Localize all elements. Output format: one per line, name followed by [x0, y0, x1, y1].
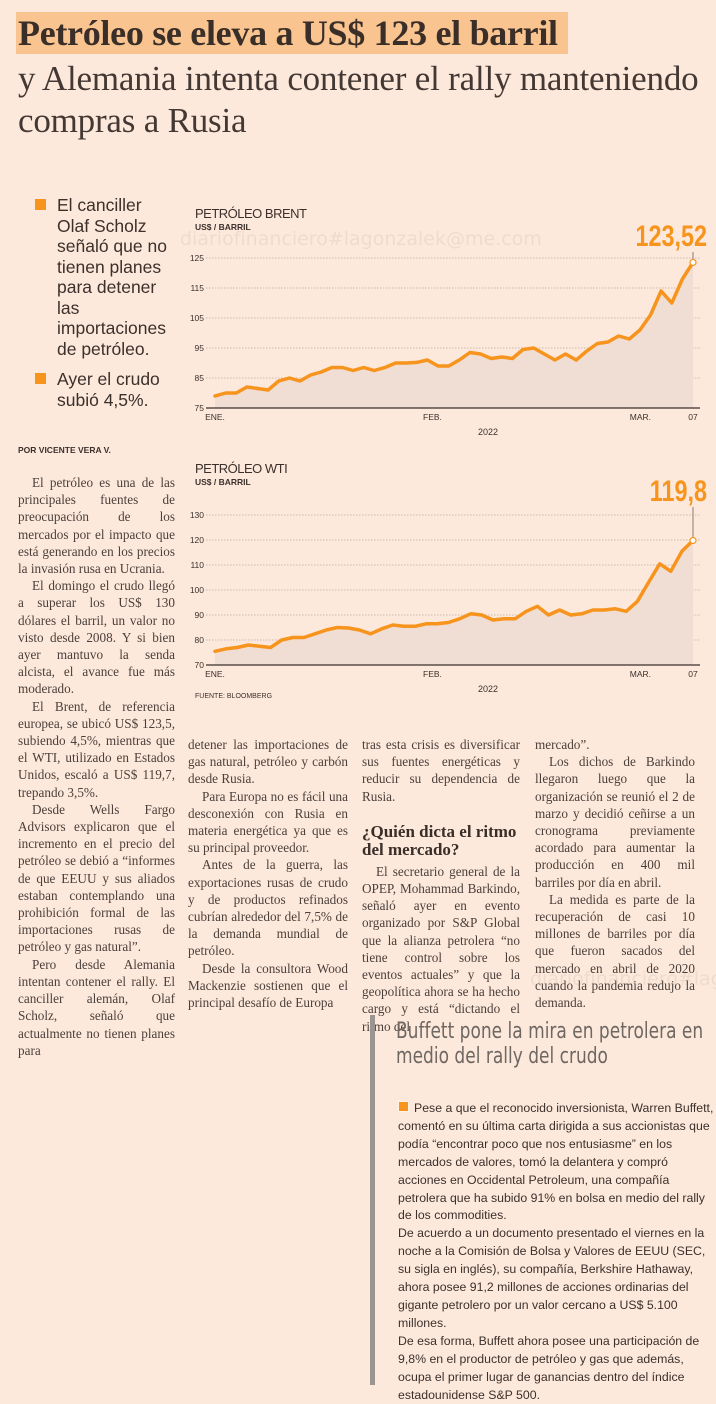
x-tick-label: ENE. [205, 669, 225, 679]
y-tick-label: 70 [195, 660, 205, 670]
paragraph: Desde la consultora Wood Mackenzie sosti… [188, 960, 348, 1012]
paragraph: detener las importaciones de gas natural… [188, 736, 348, 788]
y-tick-label: 110 [190, 560, 204, 570]
paragraph: Pese a que el reconocido inversionista, … [398, 1100, 714, 1225]
chart-unit-label: US$ / BARRIL [195, 222, 251, 232]
headline-subtitle: y Alemania intenta contener el rally man… [18, 58, 708, 142]
last-value-label: 123,52 [635, 219, 707, 252]
x-tick-label: FEB. [423, 412, 442, 422]
chart-source: FUENTE: BLOOMBERG [195, 693, 272, 700]
sidebar-body: Pese a que el reconocido inversionista, … [398, 1100, 714, 1404]
x-axis-title: 2022 [478, 427, 498, 437]
y-tick-label: 115 [190, 283, 204, 293]
paragraph: De acuerdo a un documento presentado el … [398, 1225, 714, 1332]
paragraph: mercado”. [535, 736, 695, 753]
paragraph: El petróleo es una de las principales fu… [18, 474, 175, 577]
y-tick-label: 80 [195, 635, 205, 645]
last-value-marker [690, 538, 696, 544]
article-column-1: El petróleo es una de las principales fu… [18, 474, 175, 1059]
highlight-item: El canciller Olaf Scholz señaló que no t… [35, 195, 175, 359]
chart-title: PETRÓLEO BRENT [195, 206, 307, 221]
article-column-2: detener las importaciones de gas natural… [188, 736, 348, 1011]
paragraph: Pero desde Alemania intentan contener el… [18, 956, 175, 1059]
article-column-3: tras esta crisis es diversificar sus fue… [362, 736, 520, 1035]
sidebar-rule [370, 1015, 375, 1385]
last-value-label: 119,8 [650, 474, 707, 507]
y-tick-label: 95 [195, 343, 205, 353]
highlight-text: El canciller Olaf Scholz señaló que no t… [57, 195, 167, 359]
y-tick-label: 100 [190, 585, 204, 595]
x-tick-label: FEB. [423, 669, 442, 679]
article-column-4: mercado”. Los dichos de Barkindo llegaro… [535, 736, 695, 1011]
byline: POR VICENTE VERA V. [18, 445, 111, 455]
bullet-square-icon [398, 1101, 409, 1112]
paragraph: El secretario general de la OPEP, Mohamm… [362, 863, 520, 1035]
x-tick-label: 07 [688, 669, 698, 679]
paragraph: Desde Wells Fargo Advisors explicaron qu… [18, 801, 175, 956]
paragraph-text: Pese a que el reconocido inversionista, … [398, 1101, 713, 1222]
paragraph: De esa forma, Buffett ahora posee una pa… [398, 1333, 714, 1404]
highlight-item: Ayer el crudo subió 4,5%. [35, 369, 175, 410]
bullet-square-icon [35, 199, 46, 210]
y-tick-label: 75 [195, 403, 205, 413]
paragraph: tras esta crisis es diversificar sus fue… [362, 736, 520, 805]
highlight-text: Ayer el crudo subió 4,5%. [57, 369, 160, 410]
paragraph: Los dichos de Barkindo llegaron luego qu… [535, 753, 695, 891]
bullet-square-icon [35, 373, 46, 384]
x-tick-label: MAR. [630, 669, 651, 679]
chart-unit-label: US$ / BARRIL [195, 477, 251, 487]
y-tick-label: 120 [190, 535, 204, 545]
x-tick-label: MAR. [630, 412, 651, 422]
x-axis-title: 2022 [478, 684, 498, 694]
y-tick-label: 90 [195, 610, 205, 620]
subheading: ¿Quién dicta el ritmo del mercado? [362, 823, 520, 859]
paragraph: El domingo el crudo llegó a superar los … [18, 577, 175, 697]
buffett-sidebar: Buffett pone la mira en petrolera en med… [370, 1015, 716, 1385]
area-fill [215, 541, 693, 666]
paragraph: La medida es parte de la recuperación de… [535, 891, 695, 1011]
highlights-list: El canciller Olaf Scholz señaló que no t… [35, 195, 175, 420]
x-tick-label: 07 [688, 412, 698, 422]
paragraph: Antes de la guerra, las exportaciones ru… [188, 856, 348, 959]
y-tick-label: 125 [190, 253, 204, 263]
paragraph: Para Europa no es fácil una desconexión … [188, 788, 348, 857]
y-tick-label: 130 [190, 510, 204, 520]
y-tick-label: 85 [195, 373, 205, 383]
headline-title: Petróleo se eleva a US$ 123 el barril [16, 12, 568, 54]
y-tick-label: 105 [190, 313, 204, 323]
sidebar-title: Buffett pone la mira en petrolera en med… [396, 1019, 716, 1069]
paragraph: El Brent, de referencia europea, se ubic… [18, 698, 175, 801]
last-value-marker [690, 259, 696, 265]
chart-title: PETRÓLEO WTI [195, 461, 287, 476]
x-tick-label: ENE. [205, 412, 225, 422]
